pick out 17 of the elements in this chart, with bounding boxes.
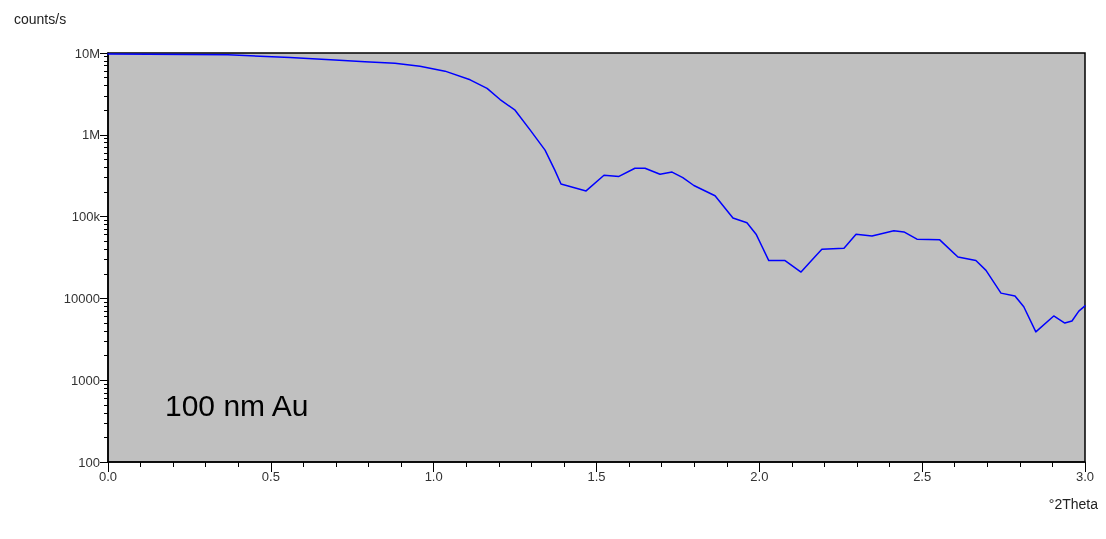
x-tick-label: 0.5 <box>261 469 280 484</box>
y-tick-label: 100k <box>71 209 101 225</box>
annotation: 100 nm Au <box>165 388 309 422</box>
y-tick-label: 10000 <box>63 290 100 306</box>
y-tick-label: 10M <box>74 45 100 61</box>
x-tick-label: 3.0 <box>1075 469 1095 484</box>
y-tick-label: 1000 <box>71 372 100 388</box>
y-tick-label: 1M <box>81 127 100 143</box>
x-axis-title: °2Theta <box>1048 496 1099 512</box>
x-tick-label: 1.0 <box>424 469 443 484</box>
line-series <box>107 53 1086 333</box>
x-tick-label: 1.5 <box>587 469 606 484</box>
y-axis-title: counts/s <box>14 11 67 27</box>
x-tick-label: 2.5 <box>913 469 932 484</box>
x-tick-label: 2.0 <box>750 469 769 484</box>
y-tick-label: 100 <box>78 454 100 470</box>
x-tick-label: 0.0 <box>98 469 118 484</box>
